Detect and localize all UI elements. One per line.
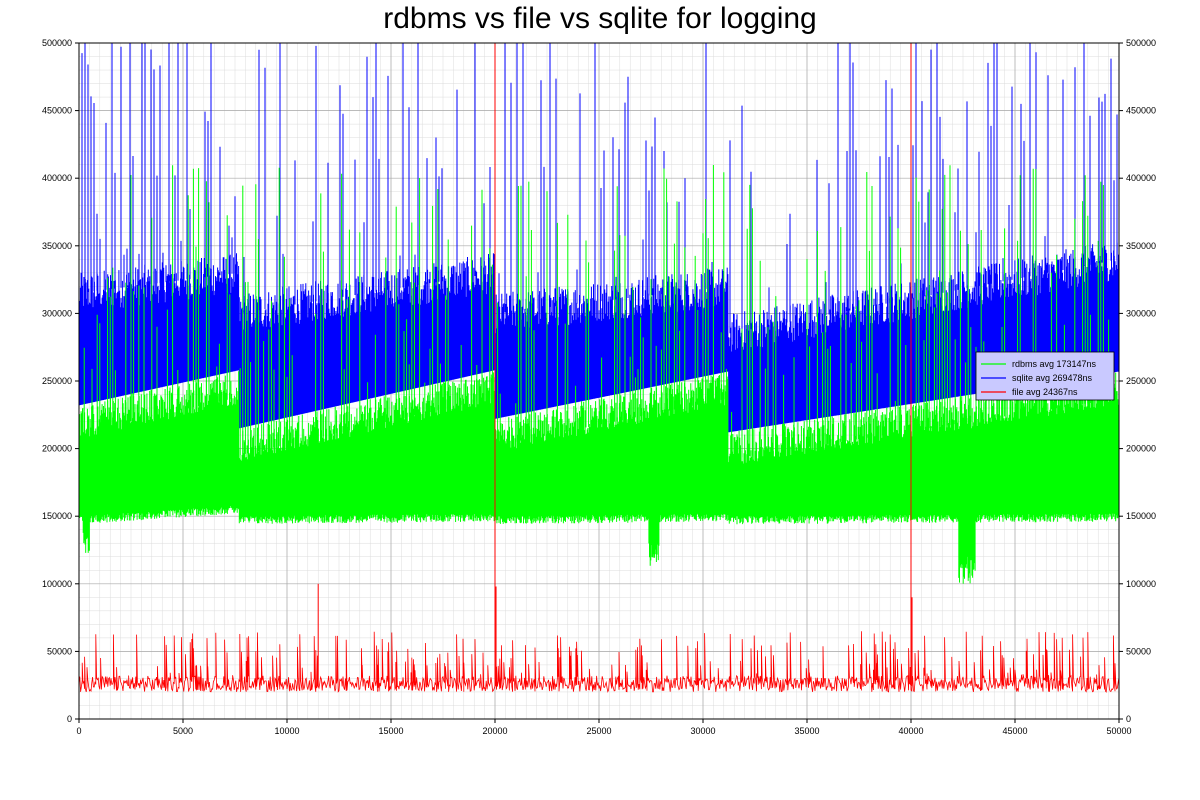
- x-tick-label: 50000: [1106, 726, 1131, 736]
- y-tick-label-right: 300000: [1126, 308, 1156, 318]
- x-tick-label: 40000: [898, 726, 923, 736]
- x-tick-label: 30000: [690, 726, 715, 736]
- y-tick-label-left: 400000: [42, 173, 72, 183]
- y-tick-label-left: 100000: [42, 579, 72, 589]
- x-tick-label: 5000: [173, 726, 193, 736]
- y-tick-label-right: 500000: [1126, 38, 1156, 48]
- legend-label: rdbms avg 173147ns: [1012, 359, 1097, 369]
- series-file-line: [79, 631, 1119, 693]
- legend-label: sqlite avg 269478ns: [1012, 373, 1093, 383]
- y-tick-label-right: 100000: [1126, 579, 1156, 589]
- series-rdbms-band: [79, 371, 1119, 525]
- legend-label: file avg 24367ns: [1012, 387, 1078, 397]
- y-tick-label-left: 450000: [42, 106, 72, 116]
- x-tick-label: 20000: [482, 726, 507, 736]
- y-tick-label-right: 250000: [1126, 376, 1156, 386]
- x-tick-label: 25000: [586, 726, 611, 736]
- y-tick-label-left: 50000: [47, 646, 72, 656]
- chart-title: rdbms vs file vs sqlite for logging: [383, 2, 817, 35]
- y-tick-label-left: 300000: [42, 308, 72, 318]
- series-rdbms: [79, 165, 1119, 584]
- x-tick-label: 10000: [274, 726, 299, 736]
- series-file: [79, 43, 1119, 693]
- y-tick-label-left: 350000: [42, 241, 72, 251]
- y-tick-label-right: 450000: [1126, 106, 1156, 116]
- y-tick-label-left: 0: [67, 714, 72, 724]
- series-sqlite: [79, 43, 1119, 433]
- y-tick-label-right: 400000: [1126, 173, 1156, 183]
- series-sqlite-band: [79, 242, 1119, 433]
- y-tick-label-right: 0: [1126, 714, 1131, 724]
- series-sqlite-spikes: [81, 43, 1118, 334]
- x-tick-label: 45000: [1002, 726, 1027, 736]
- y-tick-label-left: 200000: [42, 444, 72, 454]
- y-tick-label-right: 150000: [1126, 511, 1156, 521]
- series-layer: [79, 43, 1119, 693]
- y-tick-label-left: 500000: [42, 38, 72, 48]
- y-tick-label-left: 250000: [42, 376, 72, 386]
- x-tick-label: 35000: [794, 726, 819, 736]
- y-tick-label-right: 200000: [1126, 444, 1156, 454]
- series-rdbms-spikes: [79, 165, 1115, 459]
- y-tick-label-right: 350000: [1126, 241, 1156, 251]
- axis-ticks: 0 5000 10000 15000 20000 25000 30000 35000 40000…: [42, 38, 1156, 736]
- y-tick-label-left: 150000: [42, 511, 72, 521]
- series-rdbms-dips: [82, 509, 976, 584]
- x-tick-label: 0: [76, 726, 81, 736]
- y-tick-label-right: 50000: [1126, 646, 1151, 656]
- x-tick-label: 15000: [378, 726, 403, 736]
- legend: rdbms avg 173147ns sqlite avg 269478ns fil…: [975, 351, 1115, 401]
